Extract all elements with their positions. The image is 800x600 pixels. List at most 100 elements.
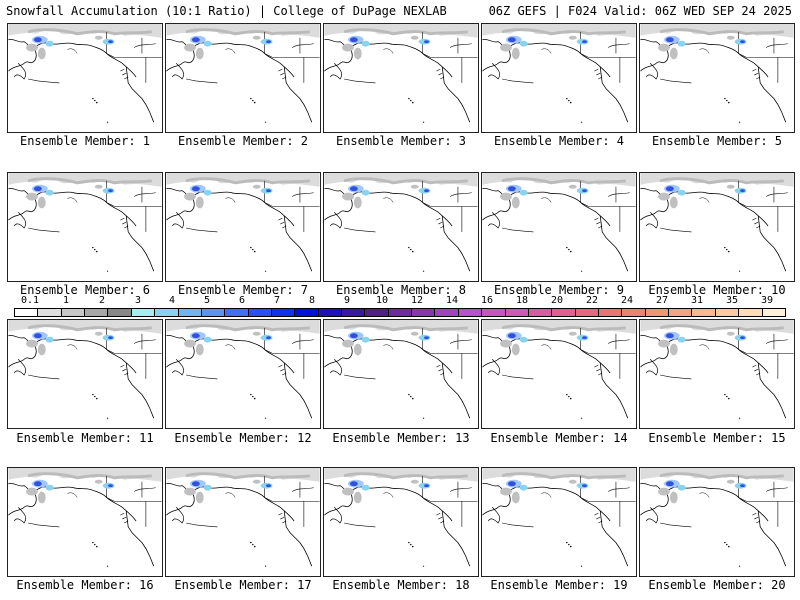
colorbar-swatch: [38, 309, 62, 316]
ensemble-member-label: Ensemble Member: 14: [490, 431, 628, 445]
colorbar-swatch: [692, 309, 716, 316]
colorbar-tick-label: 12: [410, 295, 424, 306]
colorbar-swatch: [15, 309, 39, 316]
colorbar-swatch: [318, 309, 343, 316]
colorbar-swatch: [271, 309, 296, 316]
ensemble-member-label: Ensemble Member: 3: [335, 134, 467, 148]
colorbar-swatch: [669, 309, 693, 316]
snowfall-colorbar: [14, 308, 786, 317]
north-america-map: [8, 173, 162, 281]
north-america-map: [640, 24, 794, 132]
colorbar-swatch: [645, 309, 670, 316]
north-america-map: [482, 320, 636, 428]
ensemble-member-map: [7, 319, 163, 429]
colorbar-swatch: [552, 309, 576, 316]
colorbar-tick-label: 0.1: [20, 295, 40, 306]
ensemble-member-map: [481, 23, 637, 133]
north-america-map: [324, 24, 478, 132]
colorbar-swatch: [61, 309, 86, 316]
colorbar-tick-label: 18: [515, 295, 529, 306]
ensemble-member-map: [481, 319, 637, 429]
colorbar-tick-label: 39: [760, 295, 774, 306]
colorbar-swatch: [762, 309, 785, 316]
colorbar-tick-label: 6: [238, 295, 246, 306]
colorbar-swatch: [412, 309, 436, 316]
colorbar-swatch: [85, 309, 109, 316]
ensemble-member-label: Ensemble Member: 15: [648, 431, 786, 445]
colorbar-swatch: [528, 309, 553, 316]
colorbar-swatch: [622, 309, 646, 316]
north-america-map: [166, 320, 320, 428]
colorbar-tick-label: 3: [134, 295, 142, 306]
ensemble-member-label: Ensemble Member: 5: [651, 134, 783, 148]
ensemble-member-label: Ensemble Member: 7: [177, 283, 309, 297]
colorbar-swatch: [131, 309, 156, 316]
colorbar-swatch: [248, 309, 272, 316]
north-america-map: [324, 468, 478, 576]
ensemble-member-label: Ensemble Member: 16: [16, 578, 154, 592]
colorbar-labels: 0.1 1 2 3 4 5 6 7 8 9 10 12 14 16 18 20 22 24 27 31 35 39: [14, 296, 786, 306]
colorbar-swatch: [482, 309, 506, 316]
ensemble-member-map: [639, 467, 795, 577]
ensemble-member-map: [165, 23, 321, 133]
ensemble-member-label: Ensemble Member: 2: [177, 134, 309, 148]
ensemble-member-label: Ensemble Member: 13: [332, 431, 470, 445]
ensemble-member-map: [165, 319, 321, 429]
north-america-map: [166, 468, 320, 576]
ensemble-member-label: Ensemble Member: 19: [490, 578, 628, 592]
colorbar-tick-label: 24: [620, 295, 634, 306]
ensemble-member-label: Ensemble Member: 11: [16, 431, 154, 445]
ensemble-member-map: [323, 23, 479, 133]
colorbar-swatch: [295, 309, 319, 316]
colorbar-swatch: [458, 309, 483, 316]
colorbar-tick-label: 14: [445, 295, 459, 306]
ensemble-member-label: Ensemble Member: 10: [648, 283, 786, 297]
colorbar-swatch: [365, 309, 389, 316]
colorbar-swatch: [201, 309, 226, 316]
north-america-map: [324, 320, 478, 428]
colorbar-swatch: [108, 309, 132, 316]
colorbar-swatch: [598, 309, 623, 316]
colorbar-tick-label: 5: [203, 295, 211, 306]
colorbar-tick-label: 9: [343, 295, 351, 306]
ensemble-member-label: Ensemble Member: 9: [493, 283, 625, 297]
ensemble-member-label: Ensemble Member: 17: [174, 578, 312, 592]
ensemble-member-map: [323, 467, 479, 577]
ensemble-member-label: Ensemble Member: 20: [648, 578, 786, 592]
north-america-map: [640, 320, 794, 428]
colorbar-swatch: [715, 309, 740, 316]
colorbar-swatch: [388, 309, 413, 316]
ensemble-member-map: [639, 319, 795, 429]
colorbar-swatch: [342, 309, 366, 316]
north-america-map: [8, 320, 162, 428]
north-america-map: [8, 468, 162, 576]
colorbar-swatch: [505, 309, 529, 316]
colorbar-swatch: [155, 309, 179, 316]
map-title: Snowfall Accumulation (10:1 Ratio) | Col…: [6, 4, 447, 18]
ensemble-member-map: [639, 172, 795, 282]
north-america-map: [482, 173, 636, 281]
ensemble-member-map: [7, 172, 163, 282]
colorbar-tick-label: 10: [375, 295, 389, 306]
colorbar-swatch: [575, 309, 599, 316]
ensemble-member-label: Ensemble Member: 6: [19, 283, 151, 297]
colorbar-tick-label: 8: [308, 295, 316, 306]
colorbar-swatch: [739, 309, 763, 316]
colorbar-tick-label: 27: [655, 295, 669, 306]
colorbar-tick-label: 2: [98, 295, 106, 306]
north-america-map: [166, 173, 320, 281]
north-america-map: [640, 173, 794, 281]
ensemble-member-map: [7, 467, 163, 577]
colorbar-swatch: [178, 309, 202, 316]
colorbar-tick-label: 31: [690, 295, 704, 306]
colorbar-tick-label: 4: [168, 295, 176, 306]
ensemble-member-map: [481, 467, 637, 577]
run-valid-time: 06Z GEFS | F024 Valid: 06Z WED SEP 24 20…: [488, 4, 792, 18]
colorbar-tick-label: 16: [480, 295, 494, 306]
ensemble-member-label: Ensemble Member: 4: [493, 134, 625, 148]
ensemble-member-map: [323, 319, 479, 429]
colorbar-tick-label: 1: [62, 295, 70, 306]
ensemble-member-map: [7, 23, 163, 133]
north-america-map: [8, 24, 162, 132]
colorbar-tick-label: 20: [550, 295, 564, 306]
